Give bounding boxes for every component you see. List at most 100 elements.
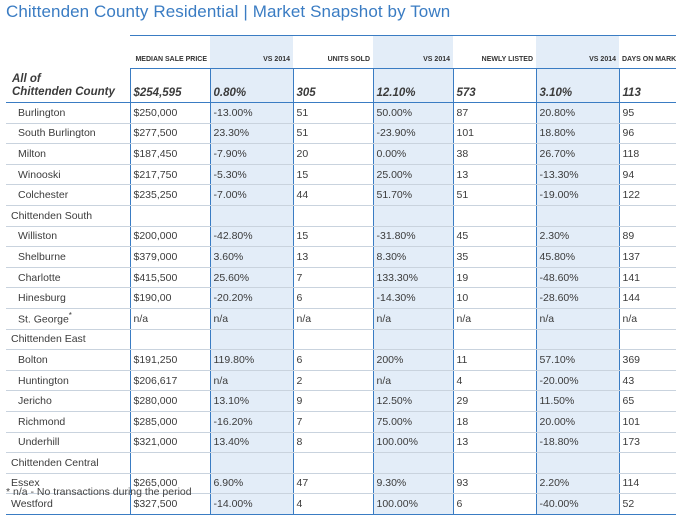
footnote: * n/a - No transactions during the perio… (6, 486, 192, 498)
cell-units-sold: 44 (292, 184, 373, 206)
cell-vs-2014-listed: -40.00% (535, 493, 619, 515)
cell-vs-2014-listed: 18.80% (535, 123, 619, 145)
row-label-text: Chittenden South (11, 209, 93, 222)
cell-median-sale-price: $415,500 (129, 267, 210, 289)
cell-days-on-market: 43 (618, 370, 676, 392)
page-title: Chittenden County Residential | Market S… (6, 2, 451, 21)
row-label-text: Jericho (18, 395, 52, 408)
cell-units-sold (292, 452, 373, 474)
cell-vs-2014-listed: -48.60% (535, 267, 619, 289)
row-label-text: Milton (18, 147, 47, 160)
town-label: Williston (6, 226, 130, 248)
town-label: Burlington (6, 102, 130, 124)
summary-median-sale-price: $254,595 (129, 68, 210, 103)
cell-vs-2014-price: n/a (209, 370, 293, 392)
cell-median-sale-price: $200,000 (129, 226, 210, 248)
cell-vs-2014-price: -42.80% (209, 226, 293, 248)
cell-days-on-market: 144 (618, 287, 676, 309)
cell-newly-listed: 10 (452, 287, 536, 309)
row-label-text: Winooski (18, 168, 61, 181)
table-row: Williston $200,000 -42.80% 15 -31.80% 45 2.30%… (6, 226, 676, 248)
cell-days-on-market: 122 (618, 184, 676, 206)
group-label: Chittenden East (6, 329, 130, 351)
summary-row: All of Chittenden County $254,595 0.80% 3… (6, 68, 676, 103)
header-units-sold: UNITS SOLD (293, 35, 373, 69)
cell-vs-2014-listed: 11.50% (535, 390, 619, 412)
town-label: Jericho (6, 390, 130, 412)
town-label: Huntington (6, 370, 130, 392)
header-vs-2014-listed: VS 2014 (536, 35, 619, 69)
row-label-text: Richmond (18, 415, 66, 428)
cell-vs-2014-units: 9.30% (372, 473, 453, 495)
cell-days-on-market: 137 (618, 246, 676, 268)
table-row: Jericho $280,000 13.10% 9 12.50% 29 11.50% 65 (6, 390, 676, 412)
table-row: St. George* n/a n/a n/a n/a n/a n/a n/a (6, 308, 676, 330)
cell-newly-listed: 13 (452, 164, 536, 186)
cell-vs-2014-units: -23.90% (372, 123, 453, 145)
table-row: Bolton $191,250 119.80% 6 200% 11 57.10% 369 (6, 349, 676, 371)
cell-newly-listed: 35 (452, 246, 536, 268)
cell-newly-listed: 11 (452, 349, 536, 371)
table-row: Winooski $217,750 -5.30% 15 25.00% 13 -13.30% 9… (6, 164, 676, 186)
cell-days-on-market: 173 (618, 432, 676, 454)
cell-days-on-market: 95 (618, 102, 676, 124)
cell-days-on-market: 96 (618, 123, 676, 145)
cell-units-sold: 47 (292, 473, 373, 495)
cell-vs-2014-units (372, 205, 453, 227)
cell-median-sale-price: n/a (129, 308, 210, 330)
summary-label: All of Chittenden County (6, 68, 130, 103)
header-median-sale-price: MEDIAN SALE PRICE (130, 35, 210, 69)
table-row: Charlotte $415,500 25.60% 7 133.30% 19 -48.60%… (6, 267, 676, 289)
cell-units-sold (292, 205, 373, 227)
row-label-text: Essex (11, 477, 40, 490)
market-snapshot-table: MEDIAN SALE PRICE VS 2014 UNITS SOLD VS … (6, 35, 676, 515)
cell-units-sold: 7 (292, 411, 373, 433)
cell-days-on-market: 141 (618, 267, 676, 289)
cell-vs-2014-listed: 2.30% (535, 226, 619, 248)
group-label: Chittenden Central (6, 452, 130, 474)
cell-vs-2014-listed: 20.00% (535, 411, 619, 433)
cell-vs-2014-price: n/a (209, 308, 293, 330)
town-label: Bolton (6, 349, 130, 371)
town-label: St. George* (6, 308, 130, 330)
cell-vs-2014-price (209, 205, 293, 227)
cell-vs-2014-listed: 26.70% (535, 143, 619, 165)
cell-days-on-market: 114 (618, 473, 676, 495)
cell-vs-2014-units: -31.80% (372, 226, 453, 248)
summary-vs-2014-units: 12.10% (372, 68, 453, 103)
cell-vs-2014-units (372, 452, 453, 474)
cell-newly-listed: 29 (452, 390, 536, 412)
cell-vs-2014-listed (535, 205, 619, 227)
cell-newly-listed: 4 (452, 370, 536, 392)
cell-vs-2014-price: -7.90% (209, 143, 293, 165)
header-row: MEDIAN SALE PRICE VS 2014 UNITS SOLD VS … (6, 35, 676, 69)
cell-vs-2014-listed: 45.80% (535, 246, 619, 268)
cell-vs-2014-listed (535, 452, 619, 474)
cell-vs-2014-price: -20.20% (209, 287, 293, 309)
cell-days-on-market (618, 452, 676, 474)
cell-vs-2014-units (372, 329, 453, 351)
cell-median-sale-price (129, 452, 210, 474)
cell-vs-2014-listed: 20.80% (535, 102, 619, 124)
cell-vs-2014-price: 25.60% (209, 267, 293, 289)
cell-vs-2014-units: 100.00% (372, 493, 453, 515)
cell-vs-2014-units: 200% (372, 349, 453, 371)
table-row: Richmond $285,000 -16.20% 7 75.00% 18 20.00% 10… (6, 411, 676, 433)
cell-vs-2014-price (209, 329, 293, 351)
cell-newly-listed (452, 329, 536, 351)
row-label-text: Underhill (18, 436, 60, 449)
cell-units-sold: 8 (292, 432, 373, 454)
cell-units-sold: 6 (292, 349, 373, 371)
row-label-text: Williston (18, 230, 58, 243)
cell-vs-2014-units: -14.30% (372, 287, 453, 309)
group-row: Chittenden South (6, 205, 676, 227)
cell-days-on-market: 101 (618, 411, 676, 433)
row-label-text: Shelburne (18, 250, 66, 263)
table-row: Shelburne $379,000 3.60% 13 8.30% 35 45.80% 137 (6, 246, 676, 268)
cell-days-on-market (618, 329, 676, 351)
town-label: Richmond (6, 411, 130, 433)
cell-vs-2014-units: 0.00% (372, 143, 453, 165)
cell-vs-2014-units: n/a (372, 370, 453, 392)
cell-newly-listed: 38 (452, 143, 536, 165)
row-label-text: Huntington (18, 374, 69, 387)
